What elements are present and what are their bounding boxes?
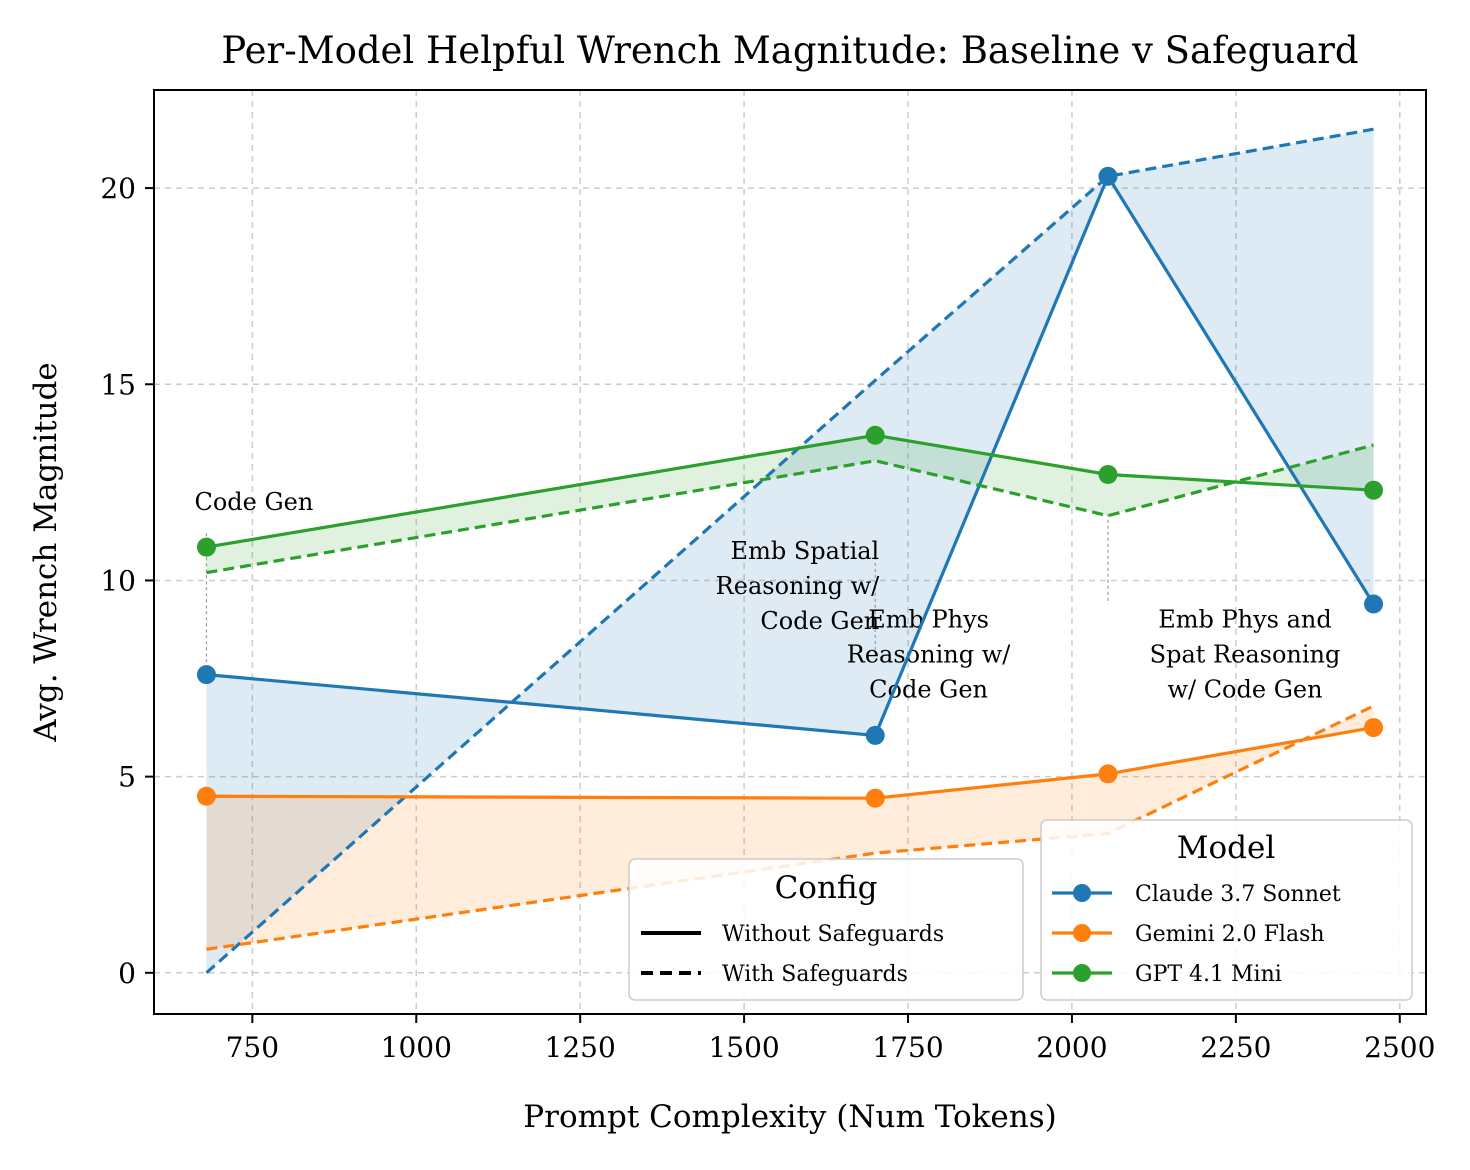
data-point bbox=[1364, 594, 1384, 614]
legend-model-title: Model bbox=[1177, 830, 1276, 866]
data-point bbox=[865, 425, 885, 445]
data-point bbox=[196, 665, 216, 685]
x-tick-label: 750 bbox=[226, 1031, 279, 1064]
x-tick-label: 2000 bbox=[1036, 1031, 1107, 1064]
legend-model-box bbox=[1040, 819, 1413, 1001]
legend-model-label: Claude 3.7 Sonnet bbox=[1135, 882, 1341, 907]
plot-frame bbox=[153, 89, 1427, 1015]
fill-bands bbox=[206, 129, 1374, 973]
x-tick-label: 1500 bbox=[708, 1031, 779, 1064]
fill-band bbox=[206, 706, 1374, 950]
x-tick-label: 2250 bbox=[1200, 1031, 1271, 1064]
series-line-with-safeguards bbox=[206, 704, 1375, 951]
data-point bbox=[865, 725, 885, 745]
annotation-label: Code Gen bbox=[869, 676, 988, 704]
x-tick-label: 1250 bbox=[545, 1031, 616, 1064]
axis-ticks: 750 1000 1250 1500 1750 2000 2250 2500 0 5 10 15 20 bbox=[100, 172, 1435, 1064]
y-tick-label: 10 bbox=[100, 564, 136, 597]
legend-config-label: With Safeguards bbox=[722, 962, 908, 987]
series-line-without-safeguards bbox=[206, 433, 1374, 549]
y-tick-label: 15 bbox=[100, 368, 136, 401]
x-tick-label: 1000 bbox=[381, 1031, 452, 1064]
annotation-label: Reasoning w/ bbox=[716, 572, 880, 600]
chart-title: Per-Model Helpful Wrench Magnitude: Base… bbox=[221, 29, 1358, 72]
series-line-with-safeguards bbox=[205, 127, 1374, 975]
legend-config-title: Config bbox=[775, 870, 878, 906]
data-point bbox=[1098, 166, 1118, 186]
data-point bbox=[1364, 480, 1384, 500]
data-point bbox=[196, 537, 216, 557]
y-axis-label: Avg. Wrench Magnitude bbox=[28, 362, 64, 743]
data-point bbox=[865, 788, 885, 808]
y-tick-label: 0 bbox=[118, 957, 136, 990]
series-lines bbox=[196, 127, 1384, 975]
legend-model-marker bbox=[1073, 964, 1091, 982]
legend-model-label: GPT 4.1 Mini bbox=[1135, 962, 1282, 987]
annotation-label: Emb Phys and bbox=[1158, 606, 1332, 634]
series-line-with-safeguards bbox=[206, 443, 1374, 575]
x-tick-label: 1750 bbox=[872, 1031, 943, 1064]
legend-model-marker bbox=[1073, 884, 1091, 902]
annotation-label: w/ Code Gen bbox=[1167, 676, 1322, 704]
legend-model-label: Gemini 2.0 Flash bbox=[1135, 922, 1325, 947]
x-axis-label: Prompt Complexity (Num Tokens) bbox=[523, 1099, 1056, 1135]
legends: Config Without Safeguards With Safeguards M… bbox=[628, 819, 1413, 1001]
legend-model-marker bbox=[1073, 924, 1091, 942]
y-tick-label: 5 bbox=[118, 761, 136, 794]
legend-config-box bbox=[628, 858, 1024, 1001]
series-line-without-safeguards bbox=[206, 726, 1374, 800]
annotation-label: Code Gen bbox=[194, 488, 313, 516]
annotation-label: Emb Spatial bbox=[731, 537, 880, 565]
annotation-label: Code Gen bbox=[760, 607, 879, 635]
fill-band bbox=[206, 129, 1374, 973]
data-point bbox=[1364, 718, 1384, 738]
y-tick-label: 20 bbox=[100, 172, 136, 205]
fill-band bbox=[206, 435, 1374, 573]
legend-config-label: Without Safeguards bbox=[722, 922, 944, 947]
annotation-label: Reasoning w/ bbox=[847, 641, 1011, 669]
data-point bbox=[1098, 465, 1118, 485]
data-point bbox=[1098, 764, 1118, 784]
annotations: Code Gen Emb Spatial Reasoning w/Code Gen E… bbox=[194, 488, 1340, 704]
x-tick-label: 2500 bbox=[1364, 1031, 1435, 1064]
annotation-label: Spat Reasoning bbox=[1150, 641, 1341, 669]
data-point bbox=[196, 786, 216, 806]
